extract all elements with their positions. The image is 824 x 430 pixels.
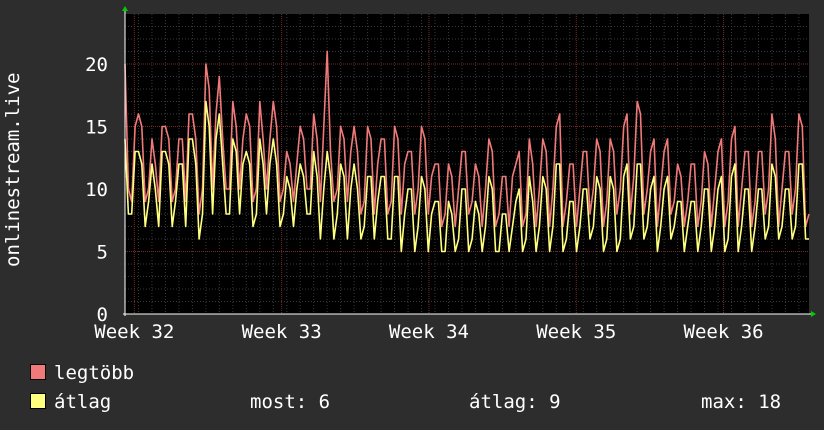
y-tick-label: 0 <box>97 304 108 326</box>
stat-now: most: 6 <box>250 391 331 413</box>
x-axis-arrow <box>811 311 816 317</box>
x-tick-labels: Week 32 Week 33 Week 34 Week 35 Week 36 <box>94 321 763 343</box>
x-tick-label: Week 34 <box>389 321 469 343</box>
y-tick-label: 10 <box>85 179 108 201</box>
stat-max: max: 18 <box>701 391 782 413</box>
legend-label-max: legtöbb <box>54 362 135 384</box>
series-layer <box>124 50 810 253</box>
legend-item-avg: átlag <box>30 391 111 413</box>
y-tick-label: 5 <box>97 242 108 264</box>
legend-swatch-avg <box>30 393 46 409</box>
x-tick-label: Week 33 <box>242 321 322 343</box>
y-axis-arrow <box>122 6 128 11</box>
legend-item-max: legtöbb <box>30 362 134 384</box>
y-tick-labels: 0 5 10 15 20 <box>85 54 108 326</box>
x-tick-label: Week 36 <box>684 321 764 343</box>
axes <box>122 6 816 317</box>
legend-swatch-max <box>30 364 46 380</box>
y-tick-label: 15 <box>85 117 108 139</box>
y-axis-label: onlinestream.live <box>2 72 24 268</box>
series-line-legtobb <box>124 50 810 228</box>
series-line-atlag <box>124 100 809 253</box>
stat-avg: átlag: 9 <box>469 391 561 413</box>
x-tick-label: Week 32 <box>94 321 174 343</box>
legend-label-avg: átlag <box>54 391 112 413</box>
y-tick-label: 20 <box>85 54 108 76</box>
x-tick-label: Week 35 <box>536 321 616 343</box>
